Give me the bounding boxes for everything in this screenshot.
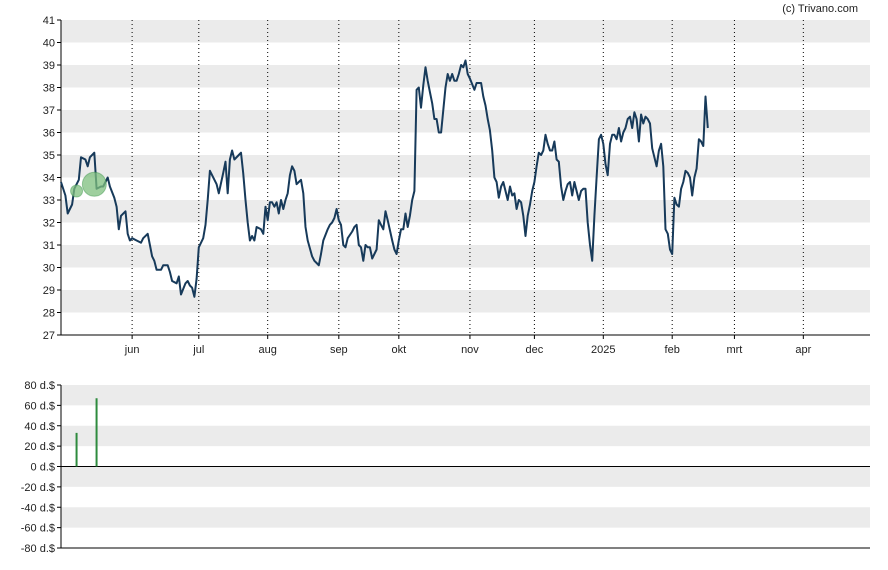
y-tick-label: 41 <box>43 15 55 27</box>
grid-band <box>61 466 870 487</box>
y-tick-label: 36 <box>43 128 55 140</box>
y-tick-label: -60 d.$ <box>21 523 55 535</box>
y-tick-label: 33 <box>43 195 55 207</box>
y-tick-label: 32 <box>43 218 55 230</box>
dividend-bar <box>95 398 98 467</box>
grid-band <box>61 507 870 528</box>
x-tick-label: jul <box>192 344 204 356</box>
x-tick-label: aug <box>259 344 277 356</box>
y-tick-label: -20 d.$ <box>21 482 55 494</box>
dividend-bar <box>75 432 78 467</box>
y-tick-label: 40 <box>43 38 55 50</box>
x-tick-label: sep <box>330 344 348 356</box>
grid-band <box>61 65 870 88</box>
y-tick-label: 39 <box>43 60 55 72</box>
y-tick-label: 27 <box>43 330 55 342</box>
y-tick-label: -40 d.$ <box>21 502 55 514</box>
grid-band <box>61 110 870 133</box>
price-line-series <box>60 59 709 298</box>
y-tick-label: 80 d.$ <box>24 380 55 392</box>
x-tick-label: feb <box>665 344 680 356</box>
y-tick-label: 31 <box>43 240 55 252</box>
y-tick-label: 28 <box>43 308 55 320</box>
x-tick-label: nov <box>461 344 479 356</box>
y-tick-label: 60 d.$ <box>24 400 55 412</box>
x-tick-label: mrt <box>726 344 742 356</box>
x-tick-label: dec <box>526 344 544 356</box>
y-tick-label: 30 <box>43 263 55 275</box>
y-tick-label: 35 <box>43 150 55 162</box>
dividend-marker <box>70 184 84 198</box>
grid-band <box>61 20 870 43</box>
x-tick-label: jun <box>124 344 140 356</box>
grid-band <box>61 245 870 268</box>
y-tick-label: 20 d.$ <box>24 441 55 453</box>
grid-band <box>61 425 870 447</box>
grid-band <box>61 385 870 406</box>
y-tick-label: 34 <box>43 173 55 185</box>
y-tick-label: -80 d.$ <box>21 543 55 555</box>
grid-band <box>61 290 870 313</box>
x-tick-label: okt <box>391 344 406 356</box>
y-tick-label: 40 d.$ <box>24 421 55 433</box>
grid-band <box>61 200 870 223</box>
y-tick-label: 38 <box>43 83 55 95</box>
grid-band <box>61 155 870 178</box>
x-tick-label: apr <box>795 344 811 356</box>
x-tick-label: 2025 <box>591 344 615 356</box>
y-tick-label: 37 <box>43 105 55 117</box>
y-tick-label: 29 <box>43 285 55 297</box>
dividend-marker <box>81 171 107 197</box>
y-tick-label: 0 d.$ <box>31 462 55 474</box>
credit-label: (c) Trivano.com <box>782 3 858 15</box>
